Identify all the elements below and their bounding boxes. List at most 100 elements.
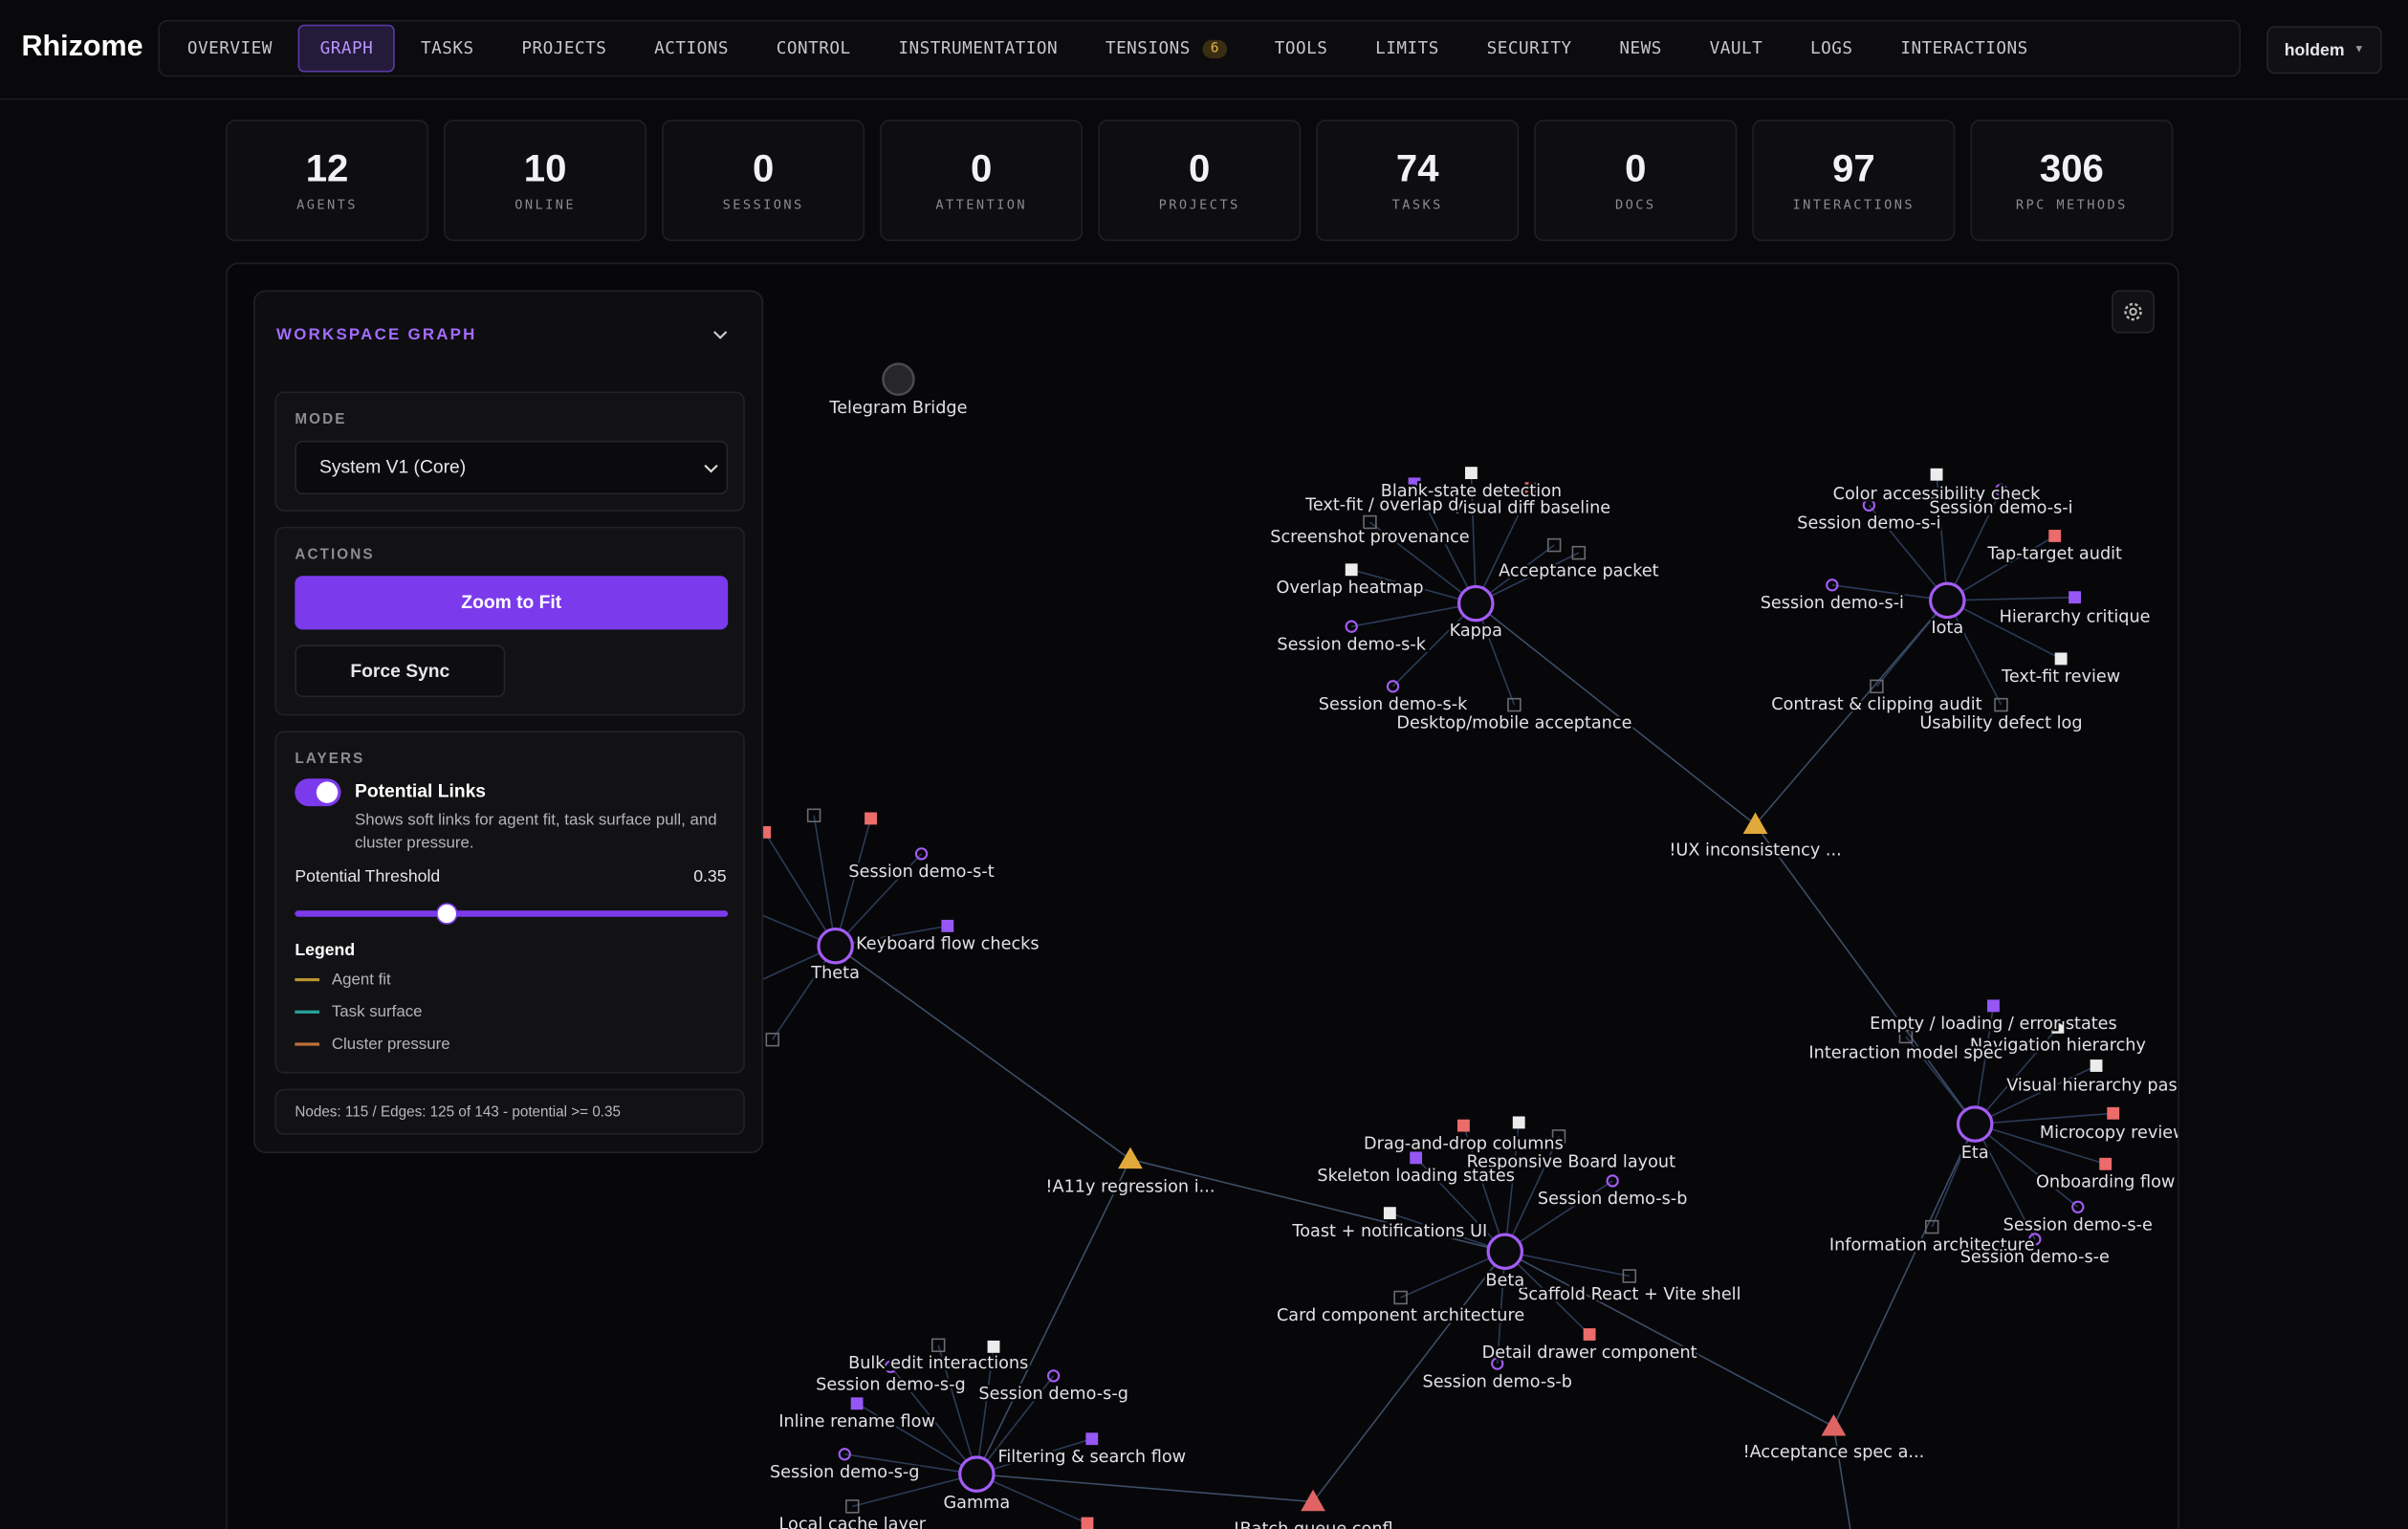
task-node[interactable] (845, 1499, 860, 1514)
settings-button[interactable] (2112, 290, 2156, 334)
session-node[interactable] (1862, 498, 1876, 513)
task-node[interactable] (1546, 537, 1562, 553)
task-node[interactable] (1507, 697, 1521, 712)
collapse-chevron[interactable] (712, 329, 728, 341)
task-node[interactable] (2054, 652, 2068, 666)
nav-item[interactable]: SECURITY (1465, 25, 1593, 73)
nav-item[interactable]: INTERACTIONS (1879, 25, 2049, 73)
member-edge (1974, 1123, 2079, 1208)
session-node[interactable] (1994, 483, 2008, 496)
agent-node[interactable] (1486, 1233, 1524, 1271)
task-node[interactable] (1583, 1328, 1596, 1341)
task-node[interactable] (765, 1032, 779, 1047)
session-node[interactable] (2071, 1200, 2085, 1213)
task-node[interactable] (930, 1338, 946, 1352)
legend-swatch (295, 977, 320, 982)
nav-item[interactable]: TOOLS (1253, 25, 1349, 73)
task-node[interactable] (1994, 697, 2008, 712)
task-node[interactable] (1551, 1129, 1566, 1144)
node-label: Screenshot provenance (1270, 528, 1469, 547)
node-label: !A11y regression i... (1045, 1177, 1215, 1196)
task-node[interactable] (1085, 1432, 1099, 1446)
agent-node[interactable] (1929, 581, 1966, 620)
nav-item[interactable]: NEWS (1598, 25, 1683, 73)
sync-button[interactable]: Force Sync (295, 644, 506, 698)
task-node[interactable] (850, 1397, 864, 1410)
session-node[interactable] (838, 1448, 851, 1461)
toggle-description: Shows soft links for agent fit, task sur… (354, 810, 717, 853)
node-label: Session demo-s-t (848, 863, 994, 882)
task-node[interactable] (1345, 563, 1358, 577)
tension-node[interactable] (1118, 1147, 1143, 1169)
mode-select[interactable]: System V1 (Core) (295, 440, 729, 495)
task-node[interactable] (1456, 1119, 1470, 1132)
task-node[interactable] (2069, 591, 2081, 604)
task-node[interactable] (1383, 1207, 1396, 1220)
task-node[interactable] (2051, 1020, 2065, 1034)
task-node[interactable] (1408, 477, 1421, 491)
task-node[interactable] (1930, 468, 1943, 481)
nav-item[interactable]: TENSIONS 6 (1084, 25, 1248, 73)
task-node[interactable] (2090, 1059, 2103, 1072)
zoom-button[interactable]: Zoom to Fit (295, 576, 729, 630)
task-node[interactable] (1363, 514, 1377, 530)
task-node[interactable] (2107, 1106, 2120, 1120)
task-node[interactable] (1622, 1269, 1637, 1283)
task-node[interactable] (1571, 545, 1587, 560)
task-node[interactable] (1512, 1116, 1525, 1129)
nav-item[interactable]: VAULT (1688, 25, 1784, 73)
threshold-slider[interactable] (295, 903, 729, 925)
nav-item[interactable]: CONTROL (755, 25, 872, 73)
task-node[interactable] (865, 812, 877, 825)
node-label: Detail drawer component (1482, 1343, 1697, 1363)
agent-node[interactable] (817, 927, 854, 965)
task-node[interactable] (1524, 482, 1538, 495)
nav-item[interactable]: GRAPH (298, 24, 395, 73)
task-node[interactable] (941, 919, 954, 932)
nav-item[interactable]: TASKS (400, 25, 496, 73)
tension-node[interactable] (1301, 1489, 1325, 1512)
tension-node[interactable] (1821, 1414, 1847, 1436)
tension-node[interactable] (1742, 812, 1768, 835)
session-node[interactable] (2028, 1233, 2042, 1246)
agent-node[interactable] (1956, 1105, 1994, 1143)
task-node[interactable] (1081, 1517, 1094, 1529)
task-node[interactable] (806, 808, 821, 822)
slider-thumb[interactable] (435, 903, 458, 925)
legend-title: Legend (295, 941, 356, 960)
nav-item[interactable]: LOGS (1789, 25, 1874, 73)
nav-item[interactable]: INSTRUMENTATION (877, 25, 1080, 73)
bridge-node[interactable] (882, 362, 915, 396)
agent-node[interactable] (1456, 584, 1495, 623)
nav-item[interactable]: ACTIONS (633, 25, 751, 73)
session-node[interactable] (1046, 1369, 1061, 1383)
member-edge (844, 1453, 977, 1475)
task-node[interactable] (1898, 1029, 1914, 1044)
task-node[interactable] (1924, 1219, 1939, 1234)
task-node[interactable] (1393, 1290, 1408, 1305)
nav-item[interactable]: LIMITS (1354, 25, 1461, 73)
session-node[interactable] (1345, 620, 1358, 633)
task-node[interactable] (1870, 679, 1884, 694)
session-node[interactable] (1491, 1357, 1504, 1370)
task-node[interactable] (1987, 999, 2000, 1013)
nav-item[interactable]: PROJECTS (500, 25, 628, 73)
session-node[interactable] (884, 1360, 898, 1373)
task-node[interactable] (1410, 1151, 1423, 1165)
stat-label: PROJECTS (1158, 198, 1240, 214)
task-node[interactable] (1465, 467, 1478, 480)
session-node[interactable] (914, 847, 929, 861)
toggle[interactable] (295, 778, 341, 807)
task-node[interactable] (2099, 1157, 2112, 1170)
agent-node[interactable] (958, 1455, 996, 1493)
session-node[interactable] (1826, 579, 1839, 592)
task-node[interactable] (987, 1340, 1000, 1353)
session-node[interactable] (1606, 1174, 1619, 1188)
member-edge (1504, 1180, 1613, 1253)
nav-item[interactable]: OVERVIEW (165, 25, 294, 73)
session-node[interactable] (1386, 680, 1400, 693)
task-node[interactable] (2048, 530, 2062, 542)
user-menu[interactable]: holdem ▼ (2266, 26, 2382, 75)
link-edge (1832, 1426, 1851, 1529)
